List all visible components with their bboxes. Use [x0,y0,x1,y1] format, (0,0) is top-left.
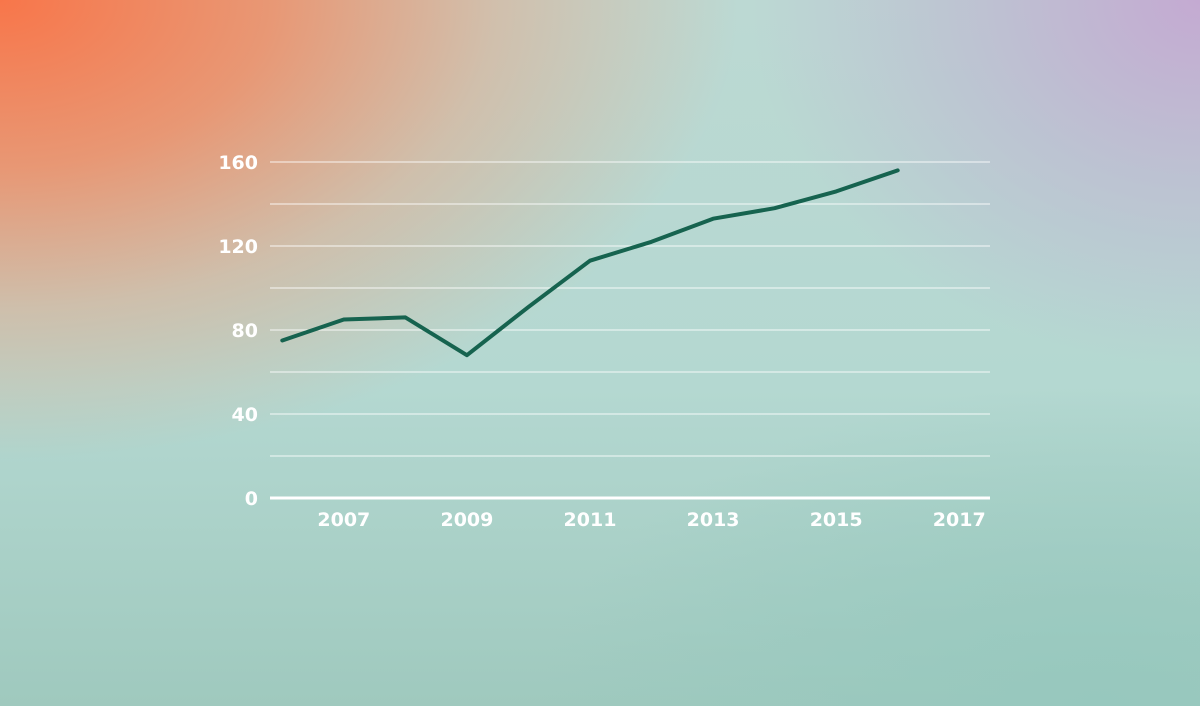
series-group [280,168,900,358]
y-tick-label: 40 [232,404,258,426]
x-axis-tick-labels: 2007 2009 2011 2013 2015 2017 [317,509,985,531]
x-tick-label: 2017 [933,509,986,531]
y-tick-label: 0 [245,488,258,510]
y-tick-label: 120 [218,236,258,258]
x-tick-label: 2011 [564,509,617,531]
x-tick-label: 2013 [687,509,740,531]
series-line [280,168,900,358]
y-tick-label: 80 [232,320,258,342]
y-tick-label: 160 [218,152,258,174]
x-tick-label: 2009 [440,509,493,531]
gridlines [270,161,990,457]
x-tick-label: 2007 [317,509,370,531]
x-tick-label: 2015 [810,509,863,531]
y-axis-tick-labels: 0 40 80 120 160 [218,152,258,510]
